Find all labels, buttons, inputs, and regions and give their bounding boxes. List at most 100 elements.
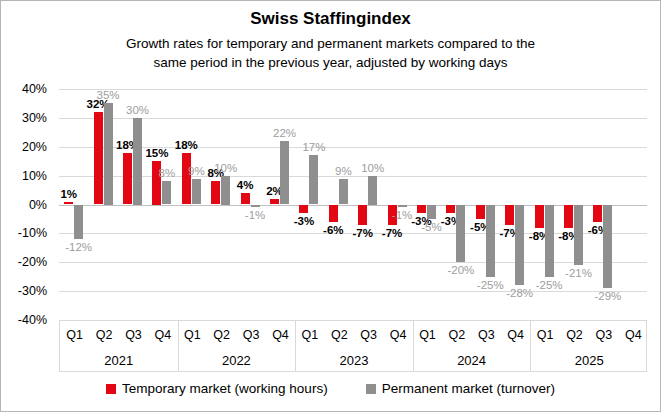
value-label-perm-q2-2022: 10%	[203, 162, 249, 174]
year-separator	[413, 321, 414, 371]
value-label-temp-q1-2021: 1%	[46, 188, 92, 200]
value-label-perm-q3-2021: 30%	[115, 104, 161, 116]
value-label-perm-q3-2022: -1%	[232, 209, 278, 221]
bar-perm-q1-2022	[192, 179, 201, 205]
x-axis-year-label: 2023	[295, 348, 413, 372]
gridline	[59, 89, 647, 90]
bar-temp-q2-2021	[94, 112, 103, 204]
value-label-perm-q4-2022: 22%	[262, 127, 308, 139]
value-label-perm-q2-2024: -20%	[438, 264, 484, 276]
y-axis-tick-label: 20%	[0, 140, 47, 154]
bar-temp-q3-2025	[593, 205, 602, 222]
value-label-perm-q1-2025: -25%	[526, 279, 572, 291]
y-axis-tick-label: 40%	[0, 82, 47, 96]
bar-perm-q4-2024	[515, 205, 524, 286]
bar-perm-q3-2024	[486, 205, 495, 277]
bar-temp-q4-2022	[270, 199, 279, 205]
bar-perm-q3-2023	[368, 176, 377, 205]
x-axis-year-label: 2025	[530, 348, 648, 372]
value-label-temp-q4-2022: 2%	[252, 185, 298, 197]
y-axis-tick-label: -10%	[0, 226, 47, 240]
bar-perm-q2-2023	[339, 179, 348, 205]
bar-temp-q3-2021	[123, 153, 132, 205]
x-axis-quarter-label: Q3	[589, 321, 618, 348]
x-axis-zero-line	[59, 205, 647, 206]
x-axis-quarter-label: Q2	[442, 321, 471, 348]
x-axis-quarter-label: Q4	[619, 321, 648, 348]
value-label-perm-q2-2021: 35%	[85, 89, 131, 101]
bar-perm-q4-2023	[398, 205, 407, 208]
chart-subtitle-line-1: Growth rates for temporary and permanent…	[1, 34, 660, 53]
bar-temp-q3-2024	[476, 205, 485, 219]
x-axis-quarter-label: Q1	[60, 321, 89, 348]
y-axis-tick-label: 10%	[0, 169, 47, 183]
y-axis: 40%30%20%10%0%-10%-20%-30%-40%	[1, 89, 49, 320]
gridline	[59, 118, 647, 119]
bar-perm-q1-2024	[427, 205, 436, 219]
gridline	[59, 291, 647, 292]
bar-temp-q1-2023	[299, 205, 308, 214]
bar-temp-q2-2022	[211, 181, 220, 204]
bar-temp-q4-2024	[505, 205, 514, 225]
bar-perm-q3-2025	[603, 205, 612, 289]
bar-perm-q1-2021	[74, 205, 83, 240]
x-axis-quarter-label: Q1	[530, 321, 559, 348]
x-axis-quarter-label: Q4	[501, 321, 530, 348]
bar-temp-q1-2021	[64, 202, 73, 205]
value-label-temp-q1-2022: 18%	[163, 139, 209, 151]
bar-perm-q2-2022	[221, 176, 230, 205]
value-label-perm-q1-2024: -5%	[409, 221, 455, 233]
chart-subtitle-line-2: same period in the previous year, adjust…	[1, 53, 660, 72]
x-axis-quarter-label: Q2	[89, 321, 118, 348]
legend-label-temporary: Temporary market (working hours)	[122, 381, 328, 396]
x-axis-quarter-label: Q1	[295, 321, 324, 348]
value-label-perm-q2-2025: -21%	[556, 267, 602, 279]
bar-perm-q4-2021	[162, 181, 171, 204]
x-axis-quarter-label: Q2	[325, 321, 354, 348]
y-axis-tick-label: -20%	[0, 255, 47, 269]
legend-swatch-permanent-icon	[366, 384, 376, 394]
x-axis-quarter-label: Q3	[472, 321, 501, 348]
plot-area: 1%32%18%15%18%8%4%2%-3%-6%-7%-7%-3%-3%-5…	[59, 89, 647, 320]
y-axis-tick-label: -40%	[0, 313, 47, 327]
bar-perm-q2-2021	[104, 103, 113, 204]
value-label-perm-q4-2023: -1%	[379, 209, 425, 221]
x-axis-year-label: 2024	[413, 348, 531, 372]
x-axis-quarter-label: Q3	[119, 321, 148, 348]
x-axis-quarter-label: Q1	[413, 321, 442, 348]
legend-item-permanent: Permanent market (turnover)	[366, 381, 555, 396]
bar-temp-q2-2023	[329, 205, 338, 222]
bar-temp-q2-2025	[564, 205, 573, 228]
x-axis-quarter-label: Q4	[266, 321, 295, 348]
bar-perm-q1-2023	[309, 155, 318, 204]
y-axis-tick-label: -30%	[0, 284, 47, 298]
bar-perm-q1-2025	[545, 205, 554, 277]
chart-subtitle: Growth rates for temporary and permanent…	[1, 34, 660, 72]
x-axis-quarter-label: Q2	[560, 321, 589, 348]
year-separator	[295, 321, 296, 371]
chart-title: Swiss Staffingindex	[1, 9, 660, 29]
legend-label-permanent: Permanent market (turnover)	[382, 381, 555, 396]
value-label-perm-q3-2025: -29%	[585, 290, 631, 302]
x-axis-quarter-label: Q4	[383, 321, 412, 348]
bar-perm-q4-2022	[280, 141, 289, 205]
bar-perm-q3-2021	[133, 118, 142, 205]
legend-swatch-temporary-icon	[106, 384, 116, 394]
value-label-perm-q1-2023: 17%	[291, 141, 337, 153]
y-axis-tick-label: 30%	[0, 111, 47, 125]
year-separator	[530, 321, 531, 371]
x-axis-quarter-label: Q1	[178, 321, 207, 348]
year-separator	[178, 321, 179, 371]
page-root: Swiss Staffingindex Growth rates for tem…	[0, 0, 661, 412]
legend: Temporary market (working hours) Permane…	[1, 381, 660, 396]
gridline	[59, 262, 647, 263]
bar-perm-q2-2024	[456, 205, 465, 263]
value-label-perm-q1-2021: -12%	[56, 241, 102, 253]
x-axis-year-label: 2022	[178, 348, 296, 372]
bar-temp-q1-2025	[535, 205, 544, 228]
x-axis-quarter-label: Q3	[354, 321, 383, 348]
x-axis-quarter-label: Q3	[236, 321, 265, 348]
x-axis-table: Q1Q2Q3Q42021Q1Q2Q3Q42022Q1Q2Q3Q42023Q1Q2…	[59, 320, 647, 372]
bar-temp-q3-2023	[358, 205, 367, 225]
legend-item-temporary: Temporary market (working hours)	[106, 381, 328, 396]
